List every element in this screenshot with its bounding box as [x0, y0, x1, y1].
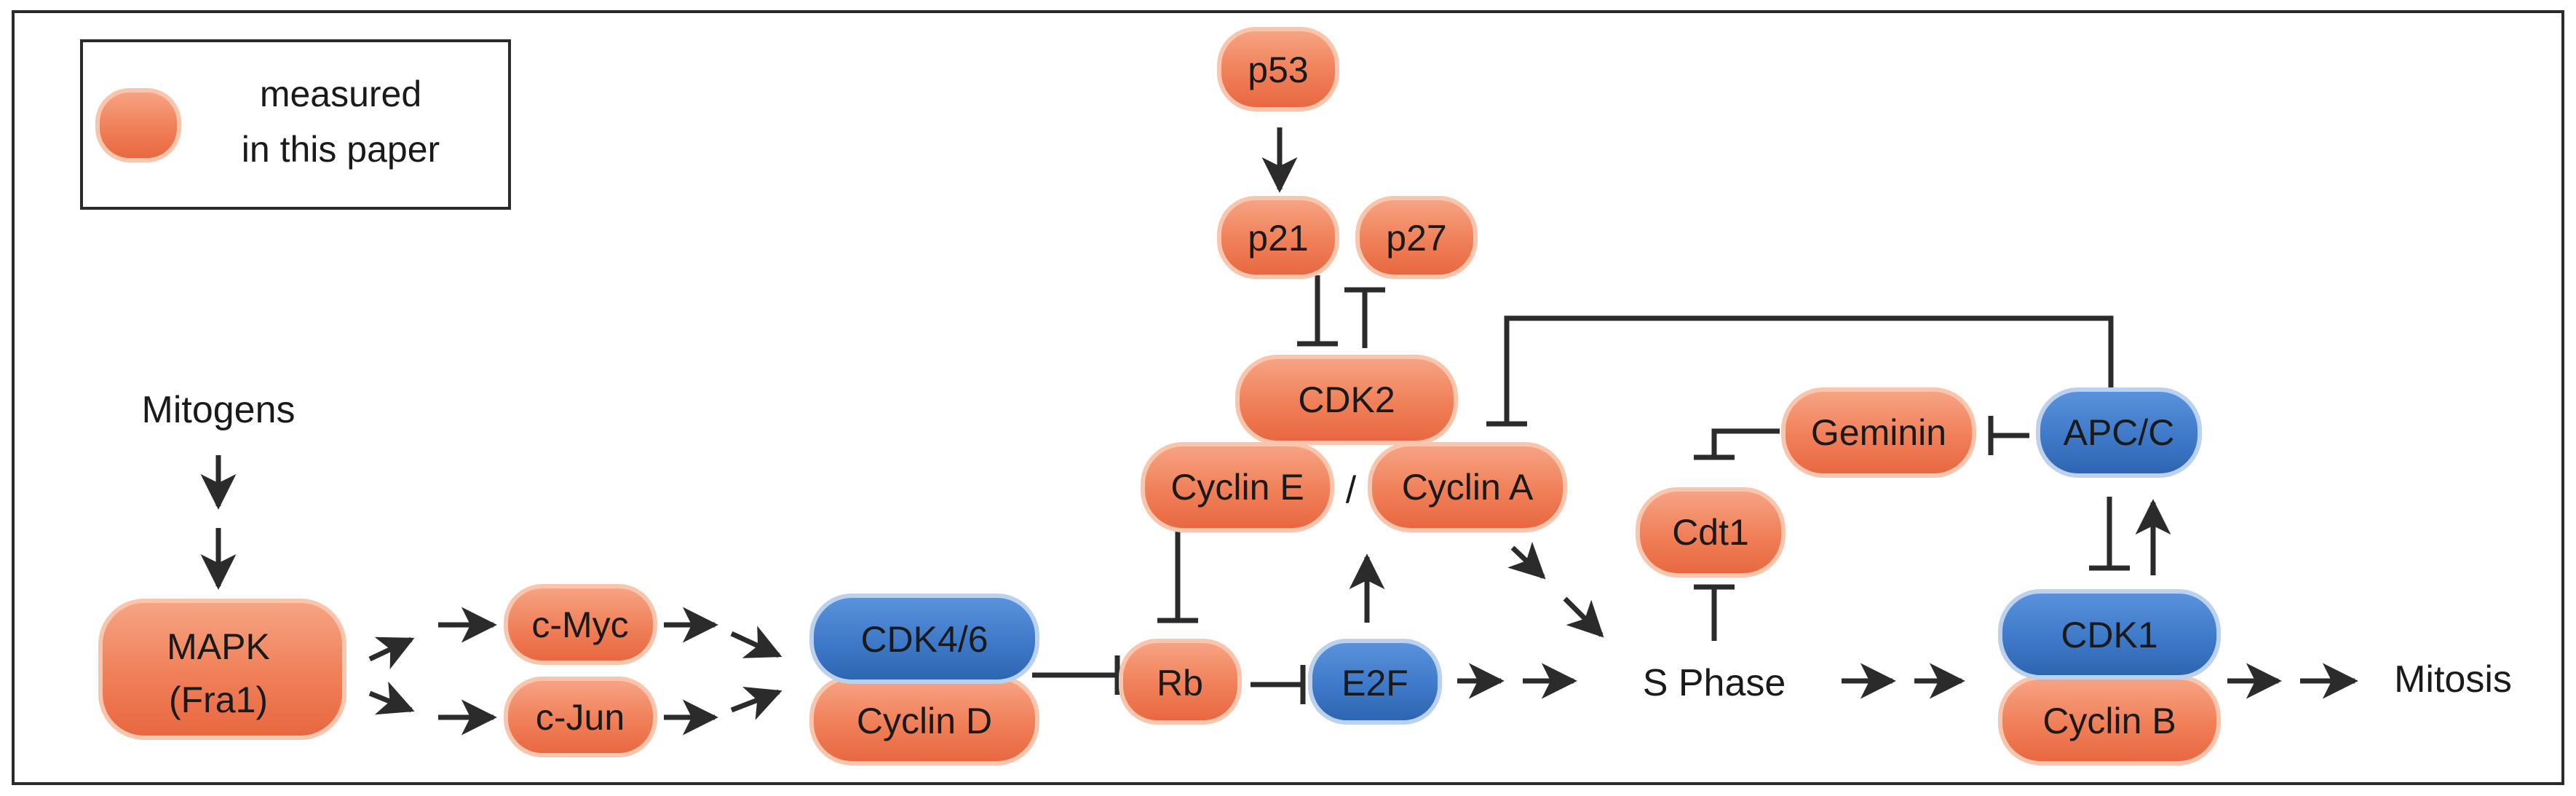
node-e2f-label: E2F — [1341, 663, 1408, 704]
node-rb-shape — [1119, 639, 1242, 725]
node-cdk2: CDK2 — [1235, 355, 1458, 445]
node-c-myc-label: c-Myc — [531, 604, 628, 645]
node-p21-label: p21 — [1248, 218, 1308, 259]
arrow-cyca-s-1 — [1507, 541, 1546, 580]
slash-label: / — [1346, 469, 1357, 511]
node-cyclin-b: Cyclin B — [1998, 675, 2221, 765]
node-cyclin-a: Cyclin A — [1368, 442, 1567, 532]
node-p27-shape — [1355, 196, 1478, 279]
inhibit-apcc-cyca — [1504, 315, 2114, 424]
arrow-myc-cdk46-2 — [730, 626, 782, 658]
legend-line-1: measured — [260, 74, 421, 114]
node-mapk-label-1: MAPK — [167, 626, 270, 667]
node-geminin-shape — [1781, 387, 1976, 478]
node-p53-label: p53 — [1248, 50, 1308, 90]
nodes: p53 p21 p27 Cyclin E Cyclin A / CDK2 — [98, 27, 2221, 765]
node-p21: p21 — [1217, 196, 1339, 279]
node-cdk2-label: CDK2 — [1298, 379, 1395, 420]
connectors — [200, 127, 2358, 736]
node-p53: p53 — [1217, 27, 1339, 111]
arrow-jun-cdk46-2 — [730, 686, 782, 720]
node-p21-shape — [1217, 196, 1339, 279]
node-e2f: E2F — [1308, 639, 1442, 725]
node-mapk: MAPK (Fra1) — [98, 599, 346, 740]
node-cyclin-b-label: Cyclin B — [2042, 701, 2176, 741]
node-cdk1-label: CDK1 — [2061, 615, 2157, 655]
node-cdk46-label: CDK4/6 — [860, 619, 988, 660]
node-c-jun-shape — [504, 677, 657, 757]
node-geminin: Geminin — [1781, 387, 1976, 478]
arrow-mapk-jun-1 — [368, 681, 415, 715]
mitosis-label: Mitosis — [2394, 658, 2512, 701]
node-mapk-label-2: (Fra1) — [169, 679, 268, 720]
legend-swatch — [95, 88, 181, 162]
node-cdk46: CDK4/6 — [809, 594, 1039, 684]
node-cdk46-shape — [809, 594, 1039, 684]
figure-border — [12, 10, 2564, 785]
node-rb: Rb — [1119, 639, 1242, 725]
node-c-myc: c-Myc — [504, 584, 657, 665]
node-cdk2-shape — [1235, 355, 1458, 445]
node-geminin-label: Geminin — [1811, 412, 1946, 453]
node-p53-shape — [1217, 27, 1339, 111]
node-cdk1-shape — [1998, 589, 2221, 679]
node-cyclin-d-label: Cyclin D — [857, 701, 992, 741]
node-cdk1: CDK1 — [1998, 589, 2221, 679]
legend-box — [80, 39, 511, 210]
node-c-myc-shape — [504, 584, 657, 665]
node-rb-label: Rb — [1157, 663, 1203, 704]
node-cyclin-e: Cyclin E — [1141, 442, 1334, 532]
arrow-mapk-myc-1 — [368, 637, 415, 670]
node-p27: p27 — [1355, 196, 1478, 279]
arrow-cyca-s-2 — [1563, 596, 1604, 638]
node-cyclin-e-label: Cyclin E — [1170, 467, 1304, 508]
node-cdt1-shape — [1636, 487, 1786, 578]
node-apcc-shape — [2036, 387, 2202, 478]
node-cyclin-e-shape — [1141, 442, 1334, 532]
node-mapk-shape — [98, 599, 346, 740]
legend: measured in this paper — [80, 39, 511, 210]
node-apcc-label: APC/C — [2064, 412, 2175, 453]
node-cyclin-d: Cyclin D — [809, 675, 1039, 765]
node-cdt1-label: Cdt1 — [1672, 512, 1749, 553]
node-apcc: APC/C — [2036, 387, 2202, 478]
node-cyclin-a-label: Cyclin A — [1402, 467, 1534, 508]
node-cdt1: Cdt1 — [1636, 487, 1786, 578]
legend-line-2: in this paper — [242, 129, 440, 170]
node-p27-label: p27 — [1386, 218, 1446, 259]
node-c-jun: c-Jun — [504, 677, 657, 757]
node-c-jun-label: c-Jun — [536, 697, 625, 738]
mitogens-label: Mitogens — [142, 389, 296, 431]
node-cyclin-a-shape — [1368, 442, 1567, 532]
inhibit-geminin-cdt1 — [1711, 428, 1780, 457]
node-e2f-shape — [1308, 639, 1442, 725]
s-phase-label: S Phase — [1643, 662, 1786, 704]
